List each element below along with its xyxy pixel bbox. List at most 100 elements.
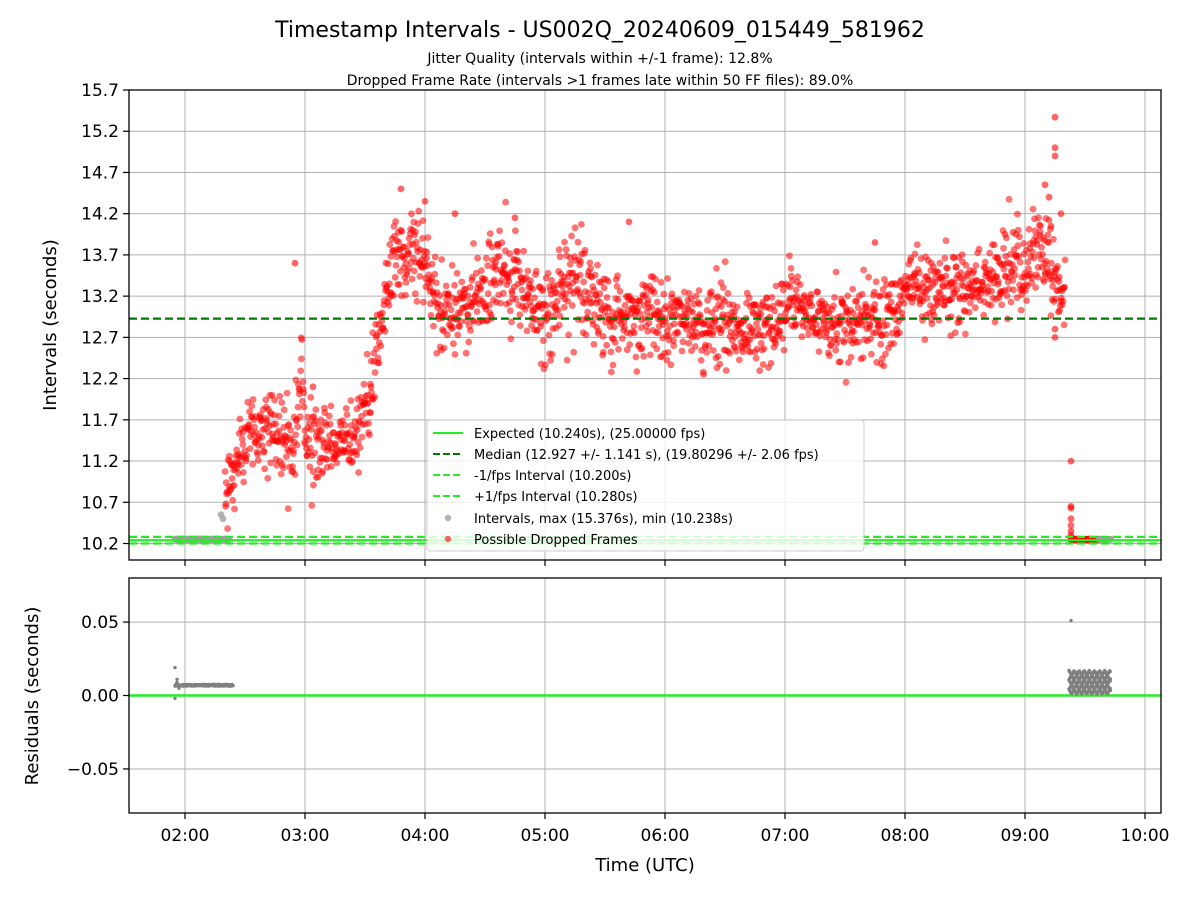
dropped-frame-point-1156 (663, 356, 671, 364)
dropped-frame-point-1529 (827, 341, 835, 349)
residual-point-163 (173, 696, 177, 701)
dropped-frame-point-1193 (679, 338, 687, 346)
residuals-x-ticks: 02:00 03:00 04:00 05:00 06:00 07:00 08:00 09:00… (161, 813, 1170, 846)
residuals-y-ticks: 0.05 0.00 −0.05 (67, 613, 129, 780)
dropped-frame-point-585 (412, 228, 419, 236)
dropped-frame-point-1942 (1009, 277, 1017, 284)
dropped-frame-point-1437 (786, 283, 794, 291)
dropped-frame-point-1039 (611, 339, 619, 346)
dropped-frame-point-1329 (739, 348, 747, 356)
dropped-frame-point-1551 (837, 358, 844, 366)
dropped-frame-point-2060 (1061, 283, 1069, 291)
dropped-frame-point-1967 (1020, 240, 1028, 247)
intervals-y-tick-label-4: 12.2 (81, 370, 119, 390)
dropped-frame-point-743 (481, 276, 489, 283)
dropped-frame-point-1977 (1024, 258, 1032, 266)
dropped-frame-point-2033 (1049, 282, 1056, 290)
dropped-frame-point-1095 (636, 297, 644, 305)
dropped-frame-point-735 (478, 267, 485, 274)
dropped-frame-point-1988 (1029, 205, 1037, 213)
dropped-frame-point-2024 (1045, 239, 1052, 246)
dropped-frame-point-216 (249, 396, 257, 403)
dropped-frame-point-1791 (942, 237, 950, 245)
dropped-frame-point-896 (548, 351, 556, 358)
dropped-frame-point-1648 (879, 286, 887, 293)
dropped-frame-point-1252 (705, 342, 713, 350)
dropped-frame-point-1998 (1034, 237, 1041, 245)
dropped-frame-point-967 (580, 278, 587, 286)
dropped-frame-point-1014 (600, 284, 608, 292)
dropped-frame-point-442 (349, 457, 356, 465)
dropped-frame-point-1619 (867, 335, 874, 343)
intervals-y-tick-label-1: 10.7 (81, 493, 119, 513)
dropped-frame-point-1814 (952, 263, 960, 271)
dropped-frame-point-2025 (1045, 216, 1053, 224)
dropped-frame-point-323 (296, 413, 304, 420)
dropped-frame-point-1937 (1006, 251, 1014, 258)
dropped-frame-point-510 (378, 309, 386, 317)
x-axis-label: Time (UTC) (594, 855, 695, 876)
dropped-frame-point-1358 (752, 301, 759, 309)
residual-point-164 (175, 677, 179, 681)
dropped-frame-point-1376 (760, 332, 767, 340)
dropped-frame-point-1691 (898, 309, 906, 317)
dropped-frame-point-2081 (1067, 457, 1075, 465)
dropped-frame-point-1116 (645, 319, 653, 327)
dropped-frame-point-1249 (704, 296, 711, 304)
dropped-frame-point-429 (343, 411, 351, 419)
dropped-frame-point-671 (450, 340, 457, 348)
dropped-frame-point-1541 (832, 268, 840, 276)
dropped-frame-point-1414 (776, 327, 784, 335)
dropped-frame-point-1206 (685, 339, 693, 347)
dropped-frame-point-459 (356, 444, 364, 451)
dropped-frame-point-1902 (991, 318, 999, 326)
dropped-frame-point-821 (516, 267, 523, 275)
dropped-frame-point-626 (430, 322, 437, 330)
dropped-frame-point-1876 (980, 311, 988, 319)
dropped-frame-point-1520 (823, 326, 831, 334)
dropped-frame-point-661 (445, 301, 453, 308)
dropped-frame-point-1316 (733, 303, 741, 311)
dropped-frame-point-1024 (605, 304, 612, 312)
dropped-frame-point-1543 (833, 330, 841, 338)
residuals-y-tick-label-2: −0.05 (67, 760, 119, 780)
dropped-frame-point-1072 (626, 341, 634, 348)
dropped-frame-point-1527 (826, 336, 834, 343)
dropped-frame-point-301 (287, 426, 294, 434)
dropped-frame-point-1066 (623, 346, 631, 354)
dropped-frame-point-1974 (1023, 297, 1030, 304)
intervals-y-tick-label-5: 12.7 (81, 328, 119, 348)
dropped-frame-point-267 (272, 420, 280, 428)
dropped-frame-point-1764 (930, 311, 938, 319)
dropped-frame-point-2073 (1045, 193, 1053, 201)
dropped-frame-point-436 (346, 441, 354, 448)
dropped-frame-point-2069 (625, 218, 633, 226)
dropped-frame-point-276 (276, 392, 284, 400)
dropped-frame-point-1956 (1015, 252, 1023, 260)
dropped-frame-point-1299 (726, 349, 734, 357)
dropped-frame-point-438 (347, 397, 355, 404)
dropped-frame-point-705 (465, 292, 472, 300)
dropped-frame-point-2008 (1038, 243, 1045, 251)
dropped-frame-point-1281 (718, 326, 726, 334)
intervals-y-tick-label-7: 13.7 (81, 246, 119, 266)
dropped-frame-point-1240 (700, 371, 707, 378)
dropped-frame-point-1088 (633, 368, 641, 375)
dropped-frame-point-479 (365, 420, 373, 427)
intervals-plot-frame (128, 89, 1162, 561)
dropped-frame-point-1055 (618, 335, 626, 342)
dropped-frame-point-2014 (1040, 278, 1048, 285)
dropped-frame-point-1149 (660, 290, 668, 298)
chart-title: Timestamp Intervals - US002Q_20240609_01… (274, 18, 925, 43)
dropped-frame-point-1894 (988, 287, 995, 295)
dropped-frame-point-1393 (767, 359, 775, 367)
intervals-y-tick-label-6: 13.2 (81, 287, 119, 307)
residual-point-464 (1108, 669, 1112, 674)
dropped-frame-point-2068 (511, 214, 519, 222)
residual-point-465 (1108, 688, 1113, 693)
dropped-frame-point-1005 (597, 299, 604, 306)
dropped-frame-point-1666 (887, 298, 895, 306)
dropped-frame-point-1565 (843, 330, 850, 338)
dropped-frame-point-1207 (685, 290, 693, 297)
dropped-frame-point-394 (327, 463, 335, 470)
